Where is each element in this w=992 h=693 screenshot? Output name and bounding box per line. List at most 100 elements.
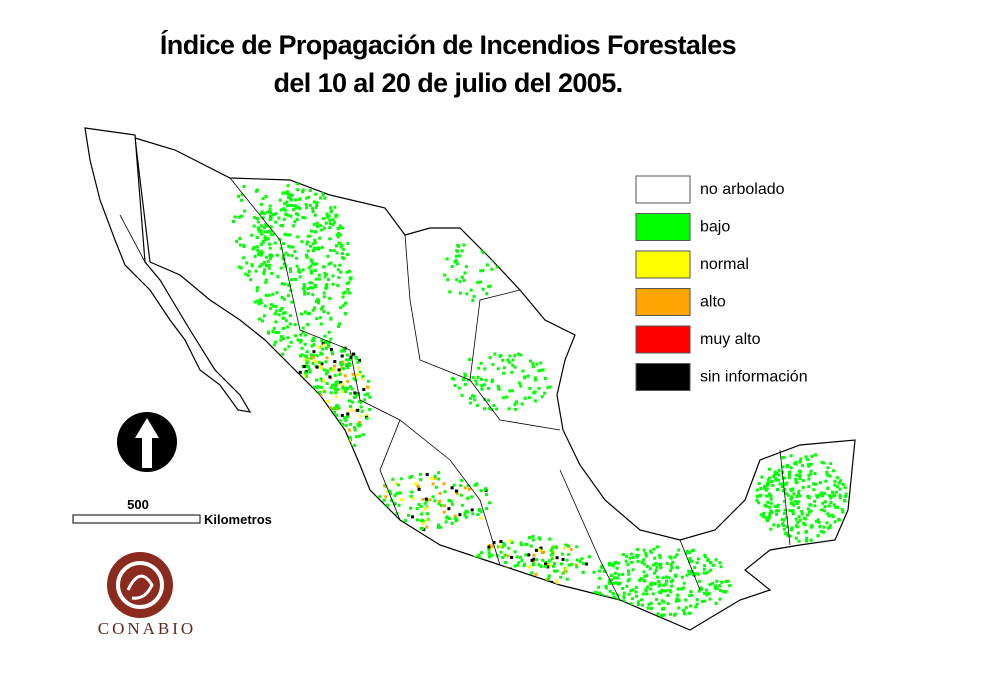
pixel [419, 505, 423, 508]
pixel [328, 375, 332, 379]
pixel [326, 399, 330, 403]
pixel [826, 466, 830, 470]
pixel [344, 389, 348, 393]
pixel [342, 367, 345, 371]
pixel [831, 491, 835, 495]
pixel [718, 561, 722, 565]
pixel [352, 377, 356, 381]
pixel [641, 603, 644, 607]
pixel [483, 488, 487, 492]
pixel [336, 388, 340, 392]
pixel [289, 214, 293, 218]
pixel [279, 338, 283, 342]
pixel [445, 516, 449, 520]
pixel [469, 396, 472, 400]
pixel [611, 592, 615, 595]
pixel [785, 465, 789, 468]
pixel [335, 233, 339, 237]
pixel [298, 270, 302, 274]
pixel [600, 566, 604, 570]
pixel [471, 559, 475, 563]
pixel [546, 565, 550, 569]
pixel [311, 361, 315, 365]
pixel [389, 498, 393, 502]
pixel [373, 500, 377, 504]
pixel [794, 536, 798, 540]
pixel [318, 236, 322, 240]
pixel [585, 562, 588, 566]
pixel [617, 561, 621, 565]
pixel [267, 229, 270, 233]
pixel [823, 500, 827, 504]
pixel [305, 360, 309, 364]
pixel [359, 414, 363, 418]
pixel [531, 538, 535, 542]
pixel [833, 479, 837, 483]
pixel [540, 395, 544, 399]
pixel [296, 188, 300, 192]
pixel [693, 573, 697, 577]
pixel [303, 357, 306, 361]
pixel [481, 269, 485, 272]
pixel [504, 567, 508, 571]
pixel [384, 509, 388, 513]
pixel [298, 275, 302, 279]
pixel [399, 477, 403, 481]
pixel [330, 448, 334, 452]
legend-label: muy alto [700, 331, 761, 348]
pixel [306, 365, 310, 369]
pixel [755, 498, 759, 502]
pixel [635, 594, 638, 598]
pixel [446, 278, 450, 282]
pixel [608, 579, 612, 583]
pixel [640, 560, 644, 564]
pixel [293, 323, 297, 327]
pixel [386, 510, 390, 514]
pixel [255, 236, 259, 239]
pixel [252, 224, 256, 228]
pixel [664, 589, 668, 593]
pixel [260, 242, 263, 246]
pixel [393, 494, 397, 498]
pixel [322, 217, 325, 221]
pixel [807, 474, 811, 477]
pixel [294, 278, 298, 281]
pixel [511, 358, 515, 362]
pixel [676, 587, 680, 591]
pixel [843, 499, 847, 502]
pixel [567, 563, 571, 567]
pixel [809, 538, 813, 542]
pixel [546, 577, 550, 581]
pixel [604, 586, 608, 590]
pixel [483, 407, 487, 411]
pixel [431, 482, 435, 486]
pixel [304, 253, 308, 257]
pixel [344, 386, 348, 390]
pixel [523, 584, 526, 588]
pixel [788, 534, 792, 538]
pixel [319, 224, 323, 228]
pixel [592, 570, 596, 574]
pixel [281, 316, 285, 320]
pixel [341, 439, 345, 442]
pixel [649, 601, 653, 605]
pixel [464, 265, 468, 269]
pixel [417, 487, 421, 491]
pixel [310, 281, 314, 285]
pixel [338, 370, 342, 374]
pixel [481, 287, 485, 291]
pixel [609, 574, 613, 578]
pixel [818, 525, 822, 529]
pixel [522, 584, 526, 588]
pixel [444, 520, 448, 524]
pixel [358, 421, 361, 424]
pixel [453, 260, 457, 264]
pixel [499, 540, 503, 543]
pixel [303, 310, 307, 314]
pixel [320, 352, 324, 356]
pixel [299, 312, 303, 316]
pixel [786, 493, 790, 497]
pixel [267, 266, 271, 270]
pixel [420, 512, 424, 516]
